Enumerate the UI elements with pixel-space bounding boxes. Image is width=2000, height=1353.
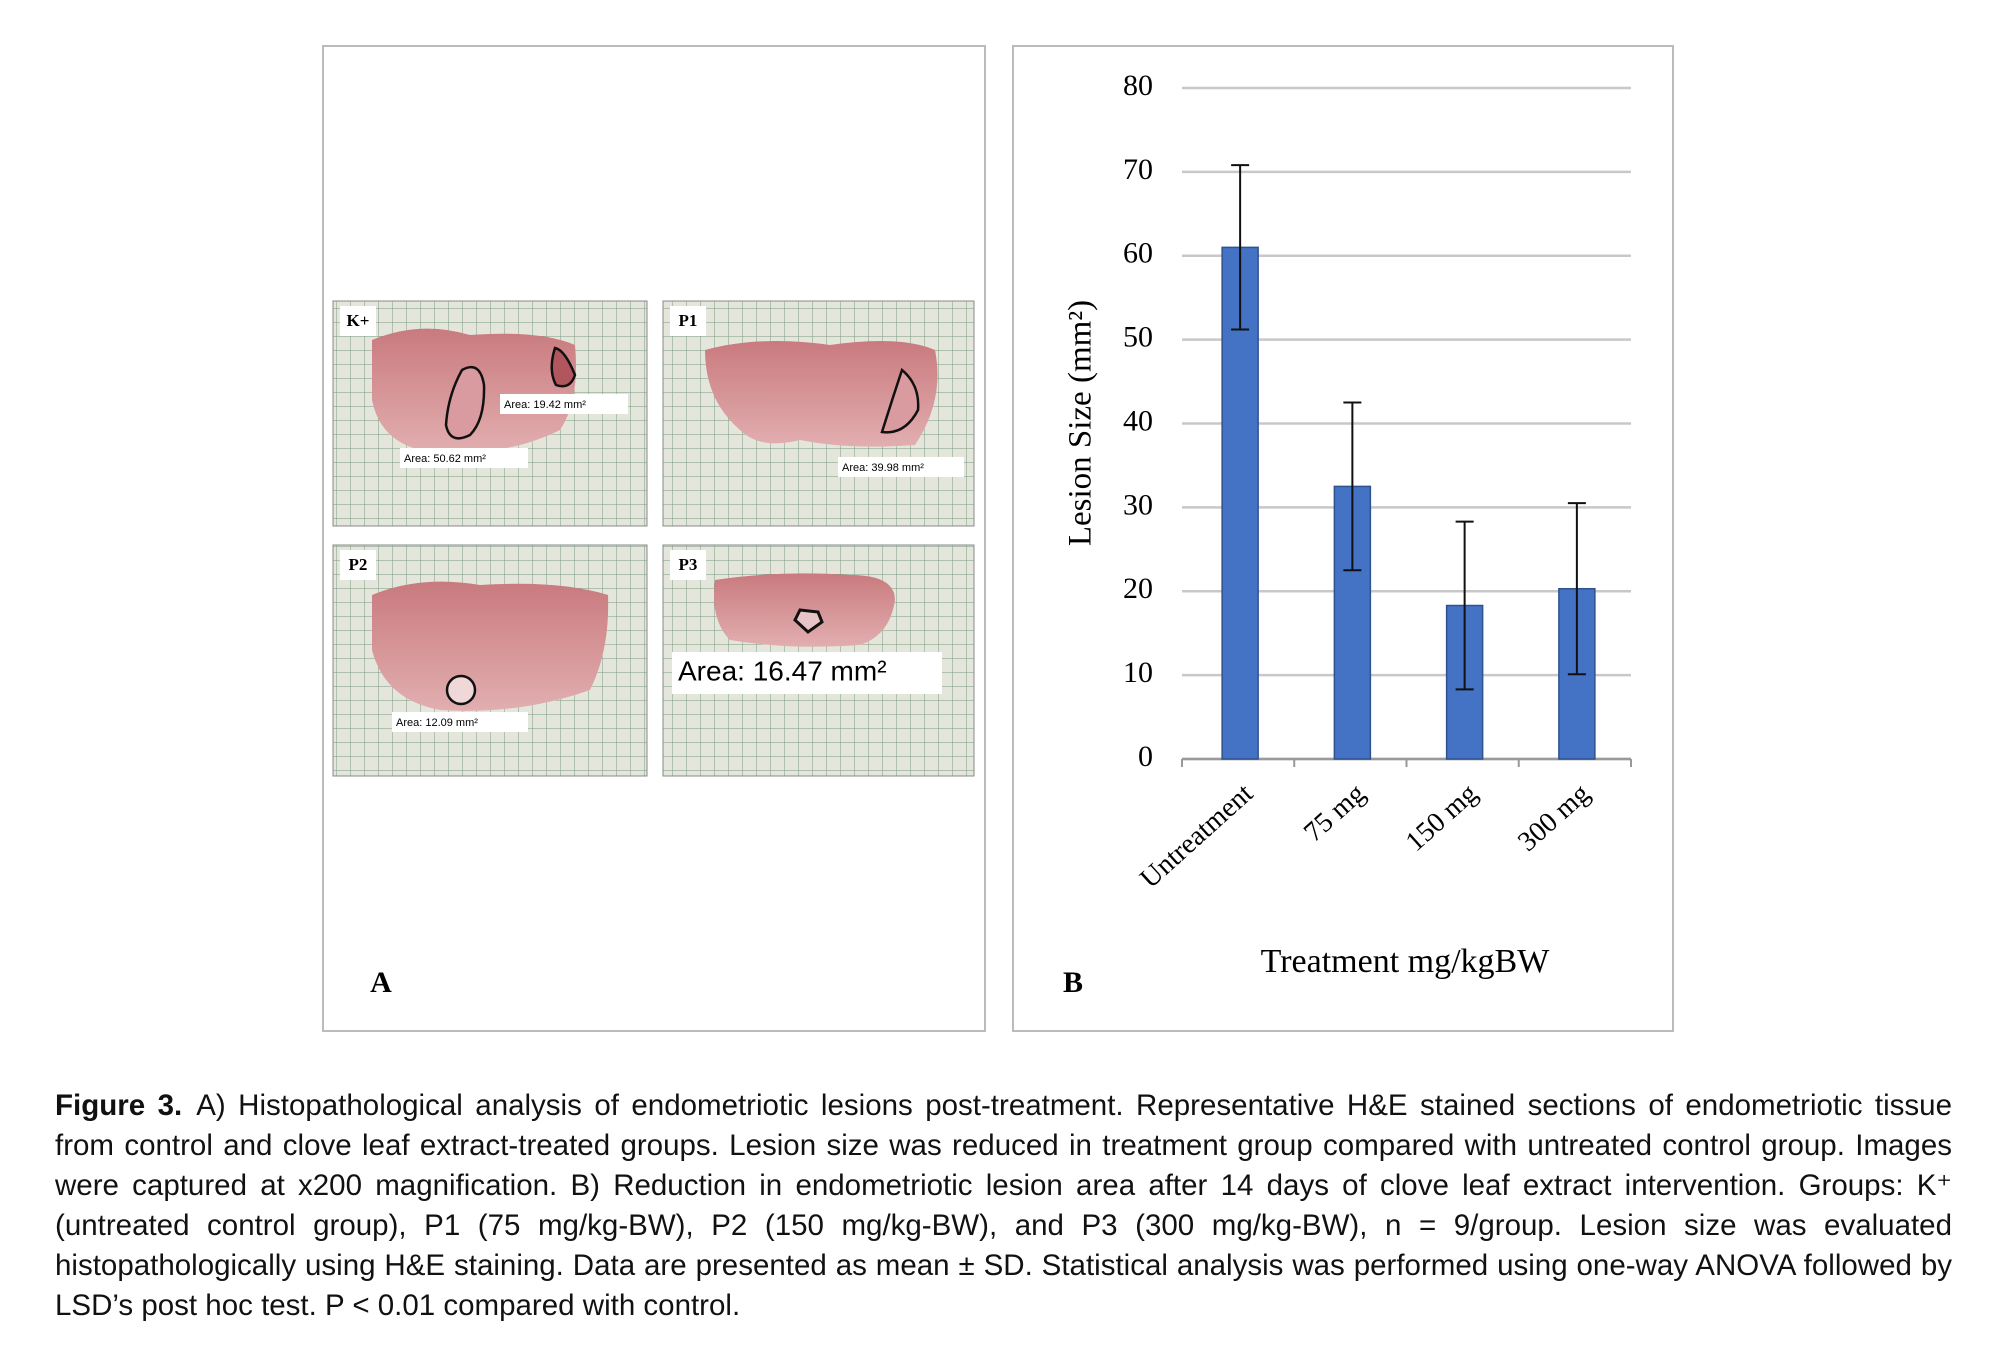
y-tick-label: 70: [1123, 153, 1153, 186]
photo-label: P3: [679, 555, 698, 574]
panel-label: B: [1063, 966, 1083, 999]
area-label: Area: 16.47 mm²: [678, 655, 887, 686]
photo-label: P2: [349, 555, 368, 574]
photo-p3: P3 Area: 16.47 mm²: [662, 544, 975, 777]
x-axis-label: Treatment mg/kgBW: [1261, 943, 1551, 980]
y-tick-label: 50: [1123, 321, 1153, 354]
y-tick-label: 20: [1123, 572, 1153, 605]
y-tick-label: 60: [1123, 237, 1153, 270]
y-tick-label: 30: [1123, 488, 1153, 521]
y-axis-label: Lesion Size (mm²): [1063, 300, 1099, 546]
panel-label: A: [370, 966, 392, 999]
photo-label: K+: [347, 311, 370, 330]
area-label: Area: 12.09 mm²: [396, 717, 478, 729]
y-tick-label: 40: [1123, 404, 1153, 437]
y-tick-label: 10: [1123, 656, 1153, 689]
area-label: Area: 19.42 mm²: [504, 399, 586, 411]
caption: Figure 3. A) Histopathological analysis o…: [55, 1086, 1952, 1326]
area-label: Area: 50.62 mm²: [404, 453, 486, 465]
photo-label: P1: [679, 311, 698, 330]
photo-k: K+ Area: 19.42 mm² Area: 50.62 mm²: [332, 300, 648, 527]
area-label: Area: 39.98 mm²: [842, 462, 924, 474]
y-tick-label: 0: [1138, 740, 1153, 773]
caption-label: Figure 3.: [55, 1089, 183, 1122]
panel-a-frame: [322, 45, 986, 1032]
caption-text: A) Histopathological analysis of endomet…: [55, 1089, 1952, 1322]
y-tick-label: 80: [1123, 69, 1153, 102]
figure: K+ Area: 19.42 mm² Area: 50.62 mm² P1 Ar…: [322, 45, 1674, 1032]
bar: [1221, 246, 1259, 760]
photo-p2: P2 Area: 12.09 mm²: [332, 544, 648, 777]
photo-p1: P1 Area: 39.98 mm²: [662, 300, 975, 527]
